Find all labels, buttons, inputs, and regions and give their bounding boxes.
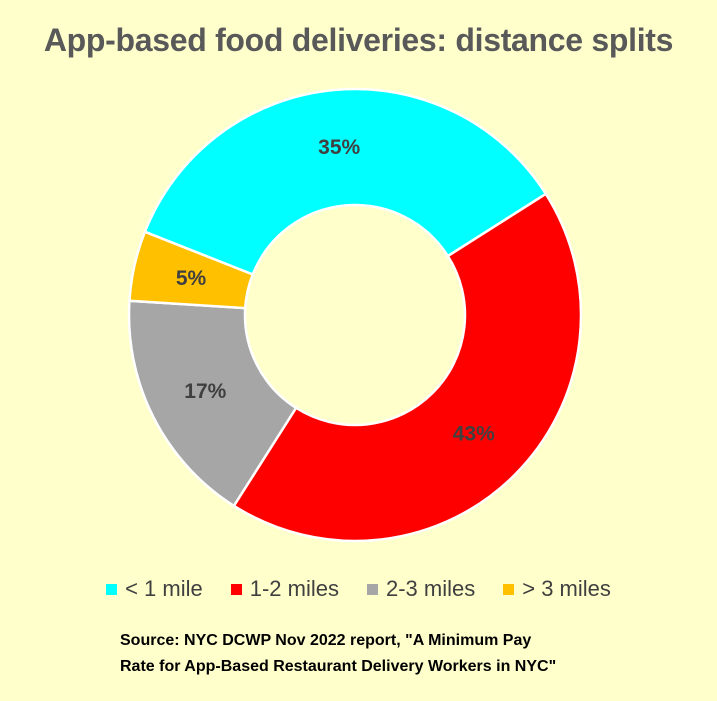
legend-label: > 3 miles <box>522 576 611 601</box>
legend-swatch <box>503 583 515 595</box>
legend-swatch <box>367 583 378 595</box>
legend-label: < 1 mile <box>125 576 203 601</box>
chart-legend: < 1 mile 1-2 miles 2-3 miles > 3 miles <box>0 576 717 602</box>
slice-2-3-miles <box>127 299 298 508</box>
data-label-under-1-mile: 35% <box>318 136 360 159</box>
legend-item-1-2-miles: 1-2 miles <box>230 576 339 602</box>
source-line-1: Source: NYC DCWP Nov 2022 report, "A Min… <box>120 632 532 649</box>
source-line-2: Rate for App-Based Restaurant Delivery W… <box>120 658 557 675</box>
legend-item-under-1-mile: < 1 mile <box>106 576 203 602</box>
slice-over-3-miles <box>128 230 255 310</box>
legend-item-2-3-miles: 2-3 miles <box>367 576 475 602</box>
legend-label: 1-2 miles <box>249 576 339 601</box>
slice-1-2-miles <box>232 192 583 543</box>
legend-item-over-3-miles: > 3 miles <box>503 576 611 602</box>
slice-under-1-mile <box>143 87 548 277</box>
legend-label: 2-3 miles <box>386 576 476 601</box>
data-label-1-2-miles: 43% <box>453 422 495 445</box>
legend-swatch <box>106 583 118 595</box>
data-label-over-3-miles: 5% <box>176 267 207 290</box>
legend-swatch <box>230 583 242 595</box>
data-label-2-3-miles: 17% <box>184 380 226 403</box>
source-note: Source: NYC DCWP Nov 2022 report, "A Min… <box>120 628 680 680</box>
chart-title: App-based food deliveries: distance spli… <box>43 22 674 58</box>
